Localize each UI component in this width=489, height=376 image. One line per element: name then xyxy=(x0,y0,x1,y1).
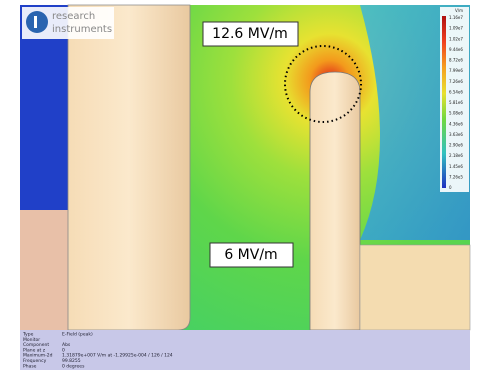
legend-label: 2.90e6 xyxy=(449,143,463,148)
info-key: Monitor xyxy=(23,337,40,343)
legend-label: 3.63e6 xyxy=(449,132,463,137)
legend-label: 1.02e7 xyxy=(449,36,463,41)
info-key: Component xyxy=(23,342,49,348)
legend-label: 1.45e6 xyxy=(449,164,463,169)
legend-label: 7.26e5 xyxy=(449,174,463,179)
info-value: 0 xyxy=(62,347,65,353)
annotation: 6 MV/m xyxy=(224,247,277,263)
legend-label: 8.72e6 xyxy=(449,58,463,63)
info-value: 1.31879e+007 V/m at -1.29925e-004 / 126 … xyxy=(62,353,173,359)
legend-label: 7.99e6 xyxy=(449,68,463,73)
legend-label: 6.54e6 xyxy=(449,89,463,94)
legend-label: 7.26e6 xyxy=(449,79,463,84)
legend-unit: V/m xyxy=(455,8,463,13)
info-key: Type xyxy=(22,332,34,338)
right-block xyxy=(360,245,470,330)
info-key: Frequency xyxy=(23,358,47,364)
legend-label: 4.36e6 xyxy=(449,121,463,126)
info-key: Plane at z xyxy=(23,347,46,353)
legend-label: 1.09e7 xyxy=(449,26,463,31)
colorbar xyxy=(442,16,446,188)
cavity-wall xyxy=(68,5,190,330)
info-value: 0 degrees xyxy=(62,363,85,369)
info-key: Maximum-2d xyxy=(23,353,53,359)
legend-label: 1.16e7 xyxy=(449,15,463,20)
legend-label: 5.08e6 xyxy=(449,111,463,116)
legend-label: 2.18e6 xyxy=(449,153,463,158)
metal-block xyxy=(20,210,68,330)
info-value: E-Field (peak) xyxy=(62,332,93,338)
screenshot: 12.6 MV/m 6 MV/m research instruments V/… xyxy=(0,0,489,376)
annotation: 12.6 MV/m xyxy=(212,26,288,42)
legend-label: 5.81e6 xyxy=(449,100,463,105)
info-key: Phase xyxy=(23,363,37,369)
logo-text: instruments xyxy=(52,24,112,35)
logo-icon-bar xyxy=(34,16,37,28)
logo-text: research xyxy=(52,11,95,22)
legend-label: 9.44e6 xyxy=(449,47,463,52)
nose-cone xyxy=(310,72,360,330)
info-value: Abs xyxy=(62,342,71,348)
info-value: 99.8255 xyxy=(62,358,81,364)
field-plot: 12.6 MV/m 6 MV/m research instruments V/… xyxy=(0,0,489,376)
